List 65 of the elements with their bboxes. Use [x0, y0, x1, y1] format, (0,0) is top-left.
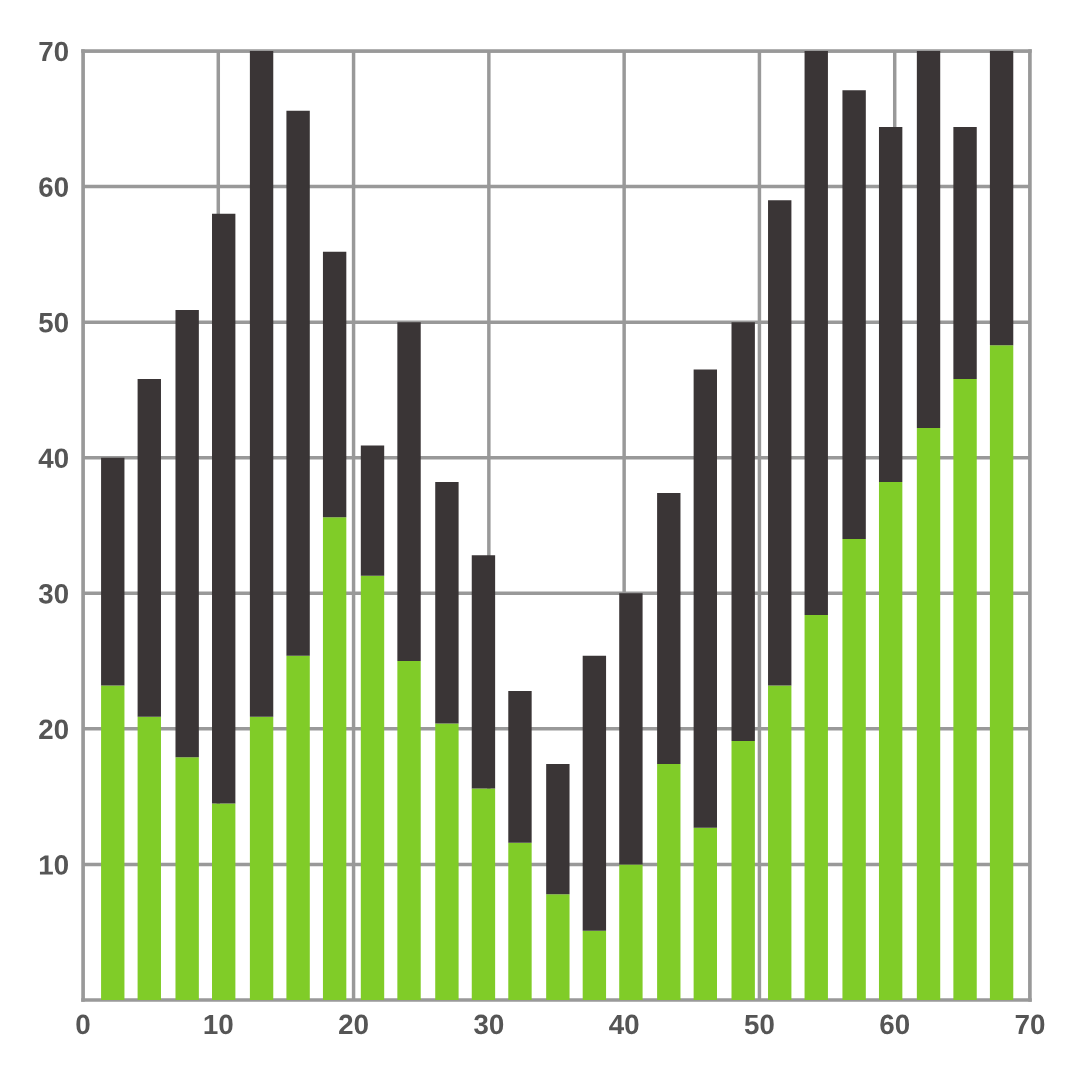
bar	[804, 614, 828, 1000]
x-tick-label: 60	[880, 1014, 910, 1035]
bar	[582, 655, 607, 931]
bar	[546, 894, 570, 1000]
y-tick-label: 20	[39, 719, 68, 740]
y-tick-label: 50	[39, 312, 68, 333]
bar	[101, 457, 125, 686]
bar	[953, 379, 977, 1000]
bar	[619, 593, 643, 865]
bar	[768, 200, 792, 686]
bar	[435, 723, 459, 1000]
bar	[435, 482, 459, 724]
bar	[175, 309, 199, 758]
bar	[249, 716, 274, 1000]
x-tick-label: 40	[609, 1014, 639, 1035]
bar	[619, 864, 643, 1000]
bar	[989, 51, 1014, 346]
bar	[360, 575, 385, 1000]
bar	[731, 741, 755, 1000]
bar	[657, 492, 681, 765]
y-tick-label: 60	[39, 177, 68, 197]
bar	[989, 345, 1014, 1000]
bar	[471, 555, 496, 789]
bar	[397, 322, 421, 662]
bar	[471, 788, 496, 1000]
bar	[916, 427, 941, 1000]
bar	[582, 930, 607, 1000]
bar	[731, 322, 755, 742]
bar	[878, 126, 903, 483]
bar	[953, 126, 977, 380]
y-tick-label: 30	[38, 583, 68, 604]
x-tick-label: 0	[76, 1014, 90, 1035]
y-tick-label: 70	[39, 41, 68, 62]
bar	[322, 517, 347, 1000]
bar	[842, 539, 866, 1000]
y-tick-label: 40	[38, 448, 68, 469]
bar	[137, 379, 161, 717]
bar	[546, 764, 570, 895]
bar	[508, 690, 532, 843]
bar	[842, 90, 866, 540]
bar	[657, 764, 681, 1000]
bar	[212, 213, 236, 804]
bar	[175, 757, 199, 1000]
bar	[101, 685, 125, 1000]
bar	[768, 685, 792, 1000]
bar	[804, 51, 828, 615]
x-tick-label: 70	[1015, 1014, 1045, 1035]
bar	[878, 482, 903, 1000]
x-tick-label: 30	[474, 1014, 504, 1035]
bar	[693, 827, 717, 1000]
bar	[286, 655, 310, 1000]
bar	[322, 251, 347, 518]
bar	[137, 716, 161, 1000]
bar	[508, 842, 532, 1000]
bar	[249, 51, 274, 717]
bar	[693, 369, 717, 828]
y-tick-label: 10	[39, 855, 68, 875]
x-tick-label: 20	[339, 1014, 368, 1035]
bar	[397, 661, 421, 1000]
bar	[212, 803, 236, 1000]
bar	[286, 110, 310, 656]
x-tick-label: 50	[744, 1014, 774, 1035]
bar	[916, 51, 941, 428]
x-tick-label: 10	[204, 1014, 233, 1035]
bar	[360, 445, 385, 576]
